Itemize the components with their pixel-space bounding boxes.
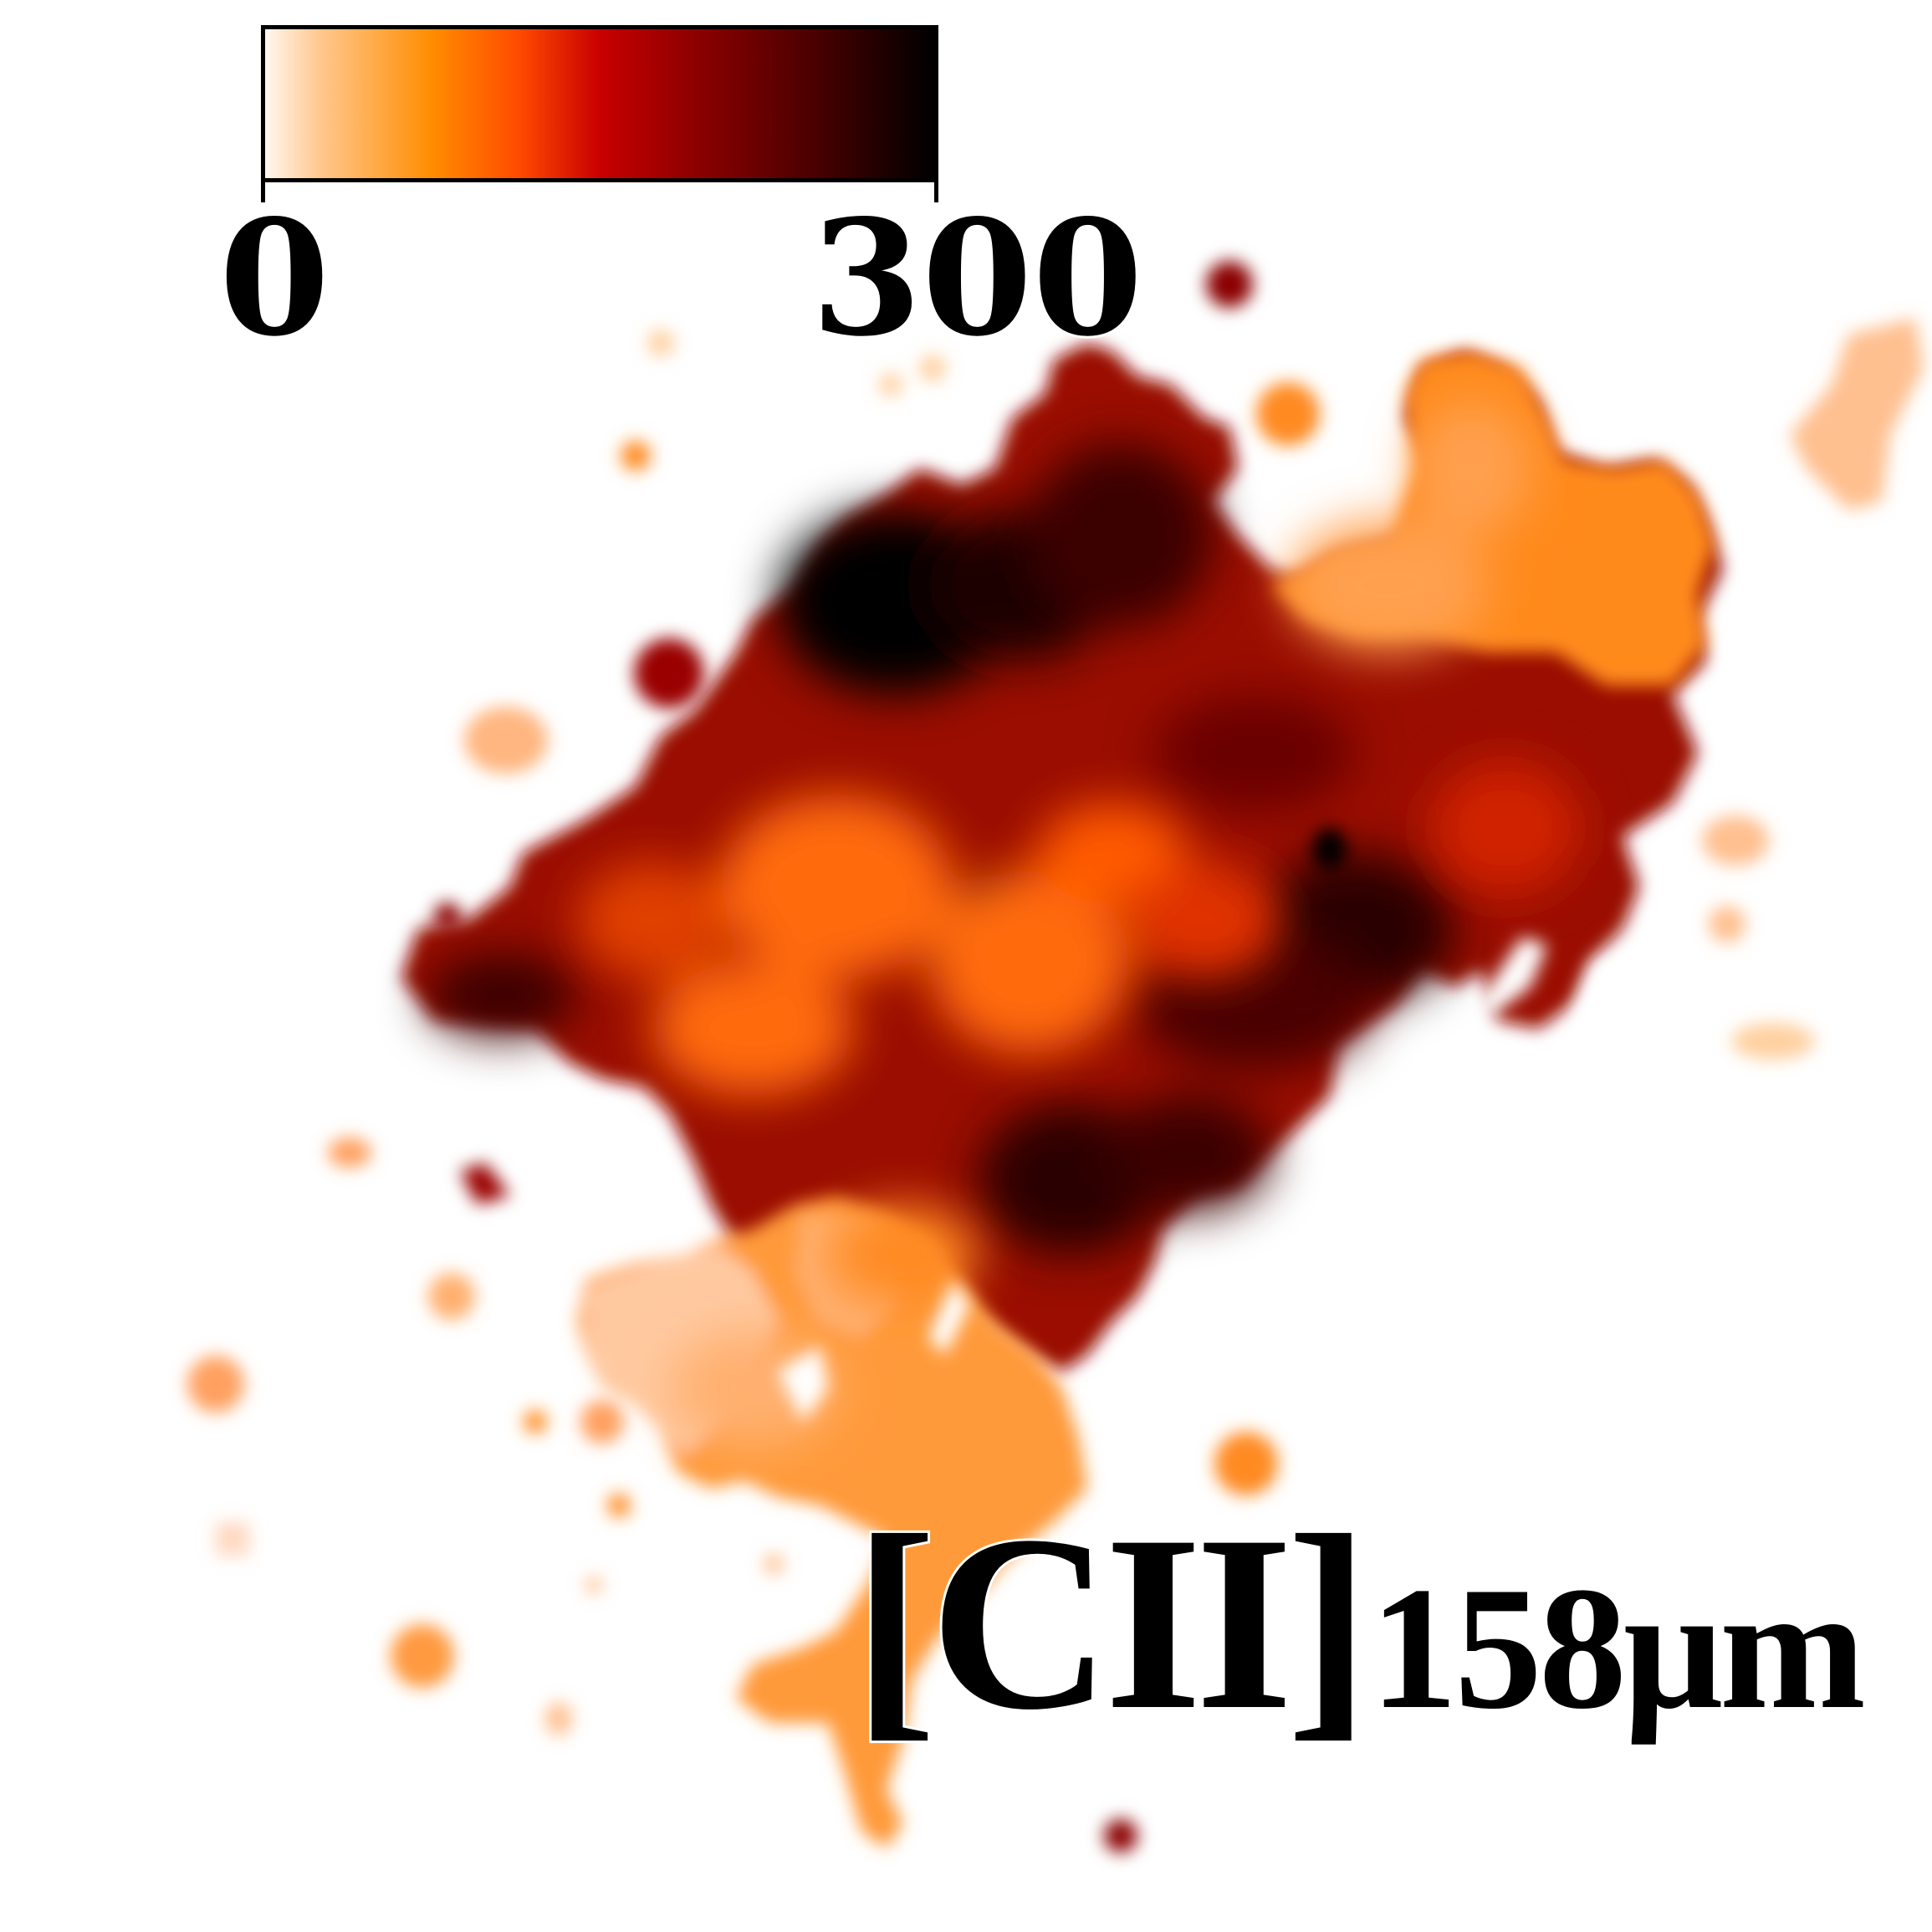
colorbar-max-label: 300	[809, 185, 1146, 371]
bright-regions	[577, 401, 1581, 1447]
colorbar-min-label: 0	[217, 185, 332, 371]
colorbar-tick-max	[934, 182, 938, 202]
species-label: [CII]	[851, 1484, 1372, 1761]
colorbar	[261, 25, 938, 182]
wavelength-label: 158μm	[1367, 1551, 1868, 1745]
holes	[778, 937, 1639, 1422]
isolated-clumps	[187, 261, 1924, 1853]
emission-line-label: [CII]158μm	[851, 1495, 1868, 1751]
dense-regions	[427, 443, 1455, 1255]
colorbar-tick-min	[261, 182, 265, 202]
